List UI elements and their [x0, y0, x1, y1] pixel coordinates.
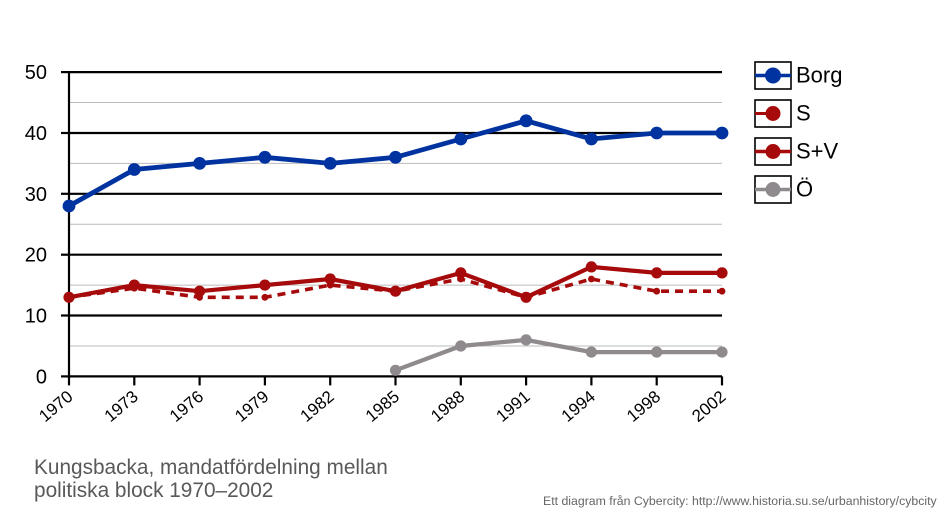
svg-text:1991: 1991	[492, 387, 533, 426]
svg-text:S+V: S+V	[796, 139, 839, 164]
svg-text:30: 30	[25, 184, 47, 206]
svg-text:1982: 1982	[297, 387, 338, 426]
svg-text:Borg: Borg	[796, 63, 842, 88]
svg-text:1979: 1979	[231, 387, 272, 426]
svg-text:1976: 1976	[166, 387, 207, 426]
svg-text:Ö: Ö	[796, 177, 813, 202]
svg-text:1988: 1988	[427, 387, 468, 426]
svg-text:1998: 1998	[623, 387, 664, 426]
svg-text:1985: 1985	[362, 387, 403, 426]
svg-text:40: 40	[25, 123, 47, 145]
svg-text:50: 50	[25, 62, 47, 84]
svg-text:1970: 1970	[35, 387, 76, 426]
svg-text:10: 10	[25, 306, 47, 328]
svg-text:1973: 1973	[101, 387, 142, 426]
svg-text:2002: 2002	[688, 387, 729, 426]
svg-text:0: 0	[36, 366, 47, 388]
svg-text:S: S	[796, 101, 811, 126]
svg-text:1994: 1994	[558, 387, 599, 426]
svg-text:20: 20	[25, 245, 47, 267]
